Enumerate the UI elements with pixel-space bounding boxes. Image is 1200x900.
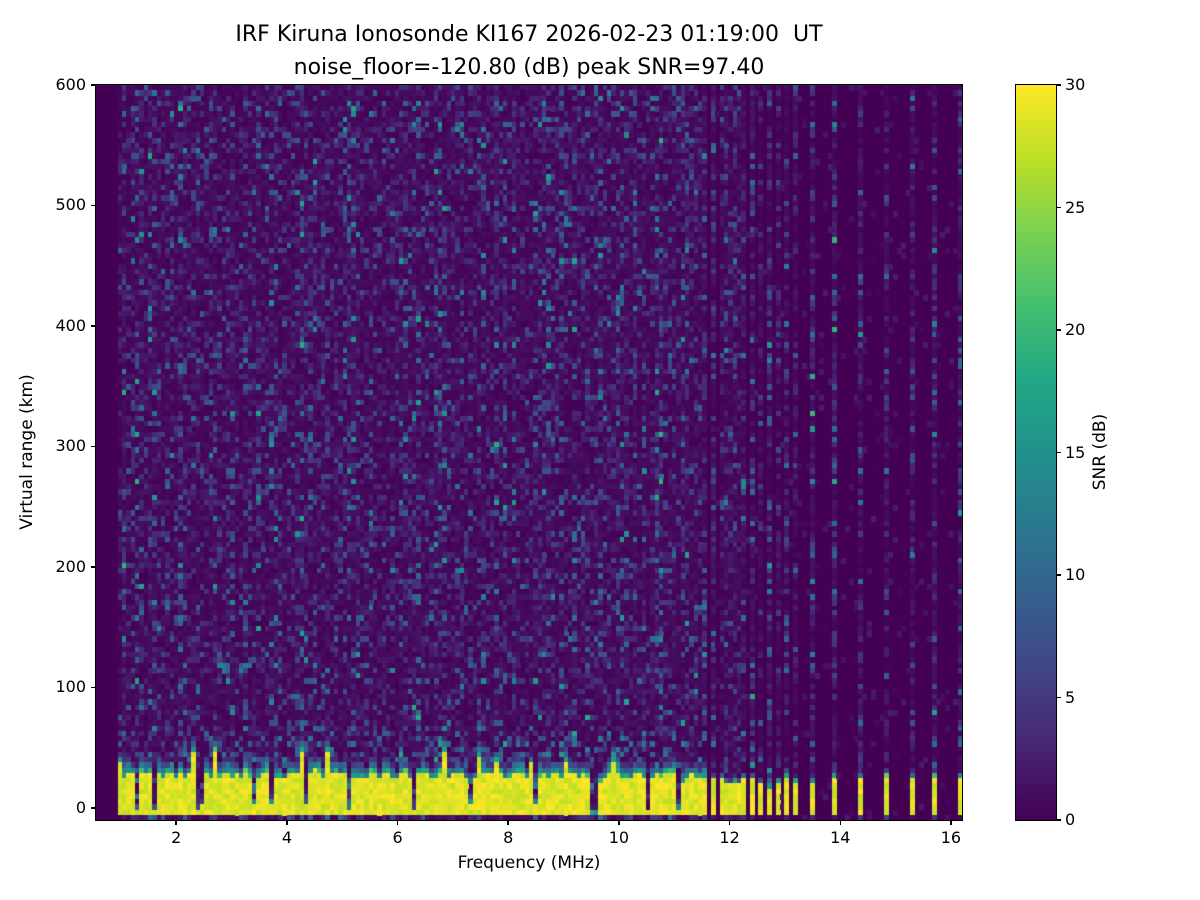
- x-tick-mark: [950, 820, 952, 825]
- colorbar-tick-mark: [1056, 574, 1061, 576]
- colorbar-tick-label: 25: [1065, 197, 1086, 217]
- colorbar-tick-mark: [1056, 206, 1061, 209]
- colorbar-gradient: [1015, 84, 1057, 821]
- colorbar-tick-label: 15: [1065, 442, 1086, 462]
- y-tick-label: 600: [55, 75, 86, 94]
- y-axis-label: Virtual range (km): [17, 374, 37, 530]
- y-tick-label: 100: [55, 677, 86, 697]
- x-tick-label: 8: [503, 828, 514, 847]
- x-tick-label: 4: [281, 828, 292, 847]
- y-tick-mark: [91, 204, 96, 207]
- colorbar-tick-label: 10: [1065, 565, 1086, 584]
- y-tick-label: 500: [55, 195, 86, 215]
- colorbar-tick-mark: [1056, 329, 1061, 331]
- colorbar-tick-label: 30: [1065, 75, 1086, 94]
- y-tick-label: 0: [75, 797, 86, 817]
- colorbar-tick-mark: [1056, 819, 1061, 821]
- x-tick-label: 14: [830, 828, 851, 847]
- x-tick-mark: [286, 820, 288, 825]
- x-tick-mark: [507, 820, 509, 825]
- x-tick-mark: [728, 820, 731, 825]
- chart-title-block: IRF Kiruna Ionosonde KI167 2026-02-23 01…: [96, 18, 962, 84]
- ionogram-heatmap-canvas: [96, 85, 962, 820]
- y-tick-mark: [91, 445, 96, 448]
- y-tick-label: 200: [55, 556, 86, 576]
- y-tick-mark: [91, 84, 96, 86]
- x-tick-label: 6: [392, 828, 403, 847]
- y-tick-label: 300: [55, 436, 86, 456]
- x-tick-mark: [396, 820, 399, 825]
- colorbar-tick-label: 20: [1065, 320, 1086, 339]
- x-tick-mark: [839, 820, 841, 825]
- y-tick-mark: [91, 686, 96, 689]
- colorbar-tick-mark: [1056, 451, 1061, 454]
- colorbar-tick-label: 0: [1065, 810, 1076, 829]
- x-tick-label: 12: [719, 828, 740, 847]
- y-tick-label: 400: [55, 315, 86, 335]
- x-tick-label: 10: [608, 828, 630, 847]
- plot-area: [95, 84, 963, 821]
- y-tick-mark: [91, 807, 96, 809]
- y-tick-mark: [91, 325, 96, 327]
- x-tick-mark: [618, 820, 620, 825]
- chart-title: IRF Kiruna Ionosonde KI167 2026-02-23 01…: [235, 22, 823, 47]
- colorbar-tick-mark: [1056, 84, 1061, 86]
- chart-subtitle: noise_floor=-120.80 (dB) peak SNR=97.40: [293, 55, 765, 80]
- x-axis-label: Frequency (MHz): [457, 853, 601, 873]
- y-tick-mark: [91, 566, 96, 568]
- x-tick-label: 16: [940, 828, 962, 847]
- colorbar-tick-mark: [1056, 696, 1061, 699]
- colorbar-tick-label: 5: [1065, 687, 1076, 707]
- x-tick-label: 2: [171, 828, 182, 847]
- x-tick-mark: [175, 820, 177, 825]
